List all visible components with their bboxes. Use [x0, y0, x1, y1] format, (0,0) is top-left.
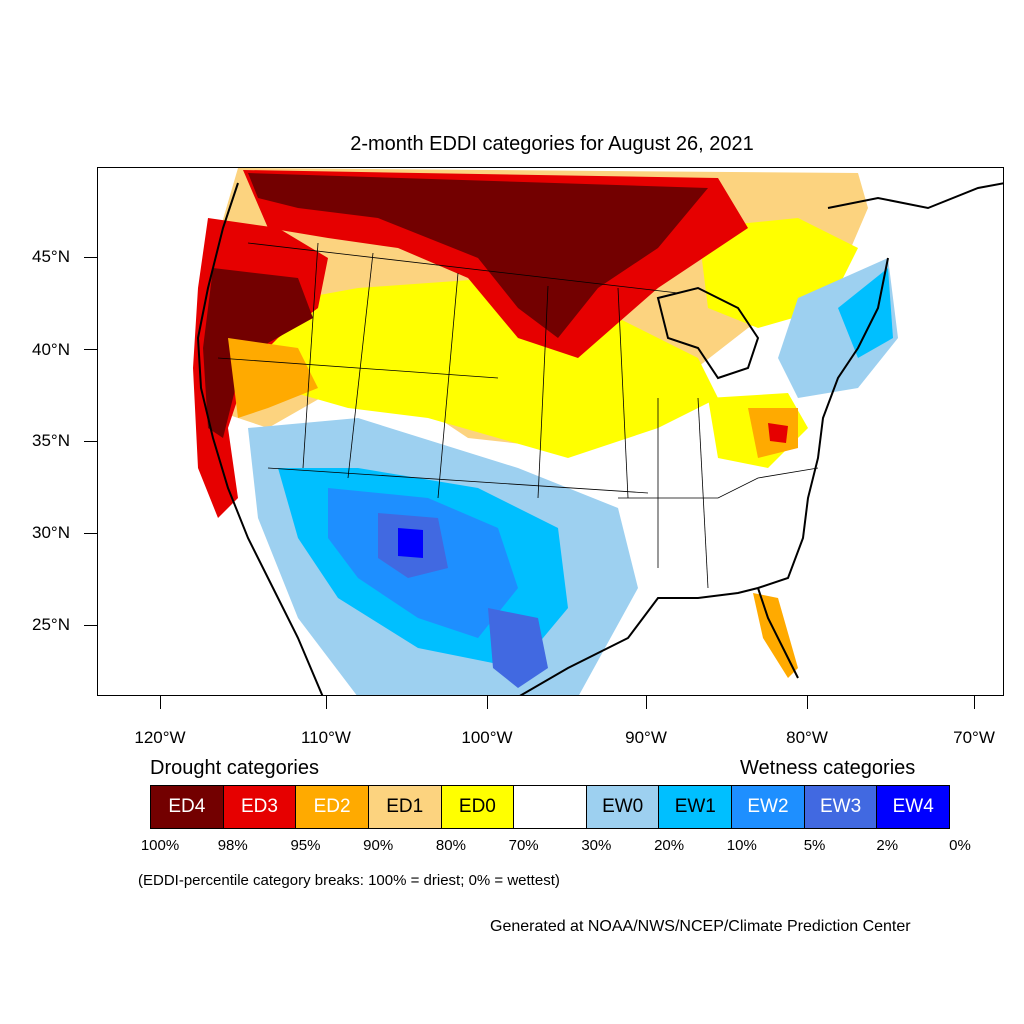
percent-break-label: 90%: [363, 837, 394, 854]
lat-tick: [84, 625, 97, 626]
lon-tick: [487, 696, 488, 709]
lat-label-30: 30°N: [32, 523, 70, 542]
percent-break-label: 0%: [949, 837, 971, 854]
legend-box-ed3: ED3: [223, 786, 297, 828]
region-ed3-appalachia: [768, 423, 788, 443]
percent-break-label: 98%: [217, 837, 248, 854]
legend-box-ew1: EW1: [659, 786, 733, 828]
legend-box-ed1: ED1: [368, 786, 442, 828]
percent-break-label: 80%: [435, 837, 466, 854]
lon-label-70: 70°W: [953, 728, 995, 747]
lon-tick: [974, 696, 975, 709]
lon-label-120: 120°W: [134, 728, 186, 747]
percent-break-label: 20%: [654, 837, 685, 854]
category-breaks-note: (EDDI-percentile category breaks: 100% =…: [138, 872, 560, 889]
legend-box-ew4: EW4: [877, 786, 950, 828]
lon-label-90: 90°W: [625, 728, 667, 747]
legend-box-ew0: EW0: [586, 786, 660, 828]
map-title: 2-month EDDI categories for August 26, 2…: [350, 133, 754, 155]
percent-break-label: 95%: [290, 837, 321, 854]
region-ew1-northeast: [838, 268, 893, 358]
map-frame: [97, 167, 1004, 696]
legend-box-ed2: ED2: [296, 786, 369, 828]
region-ew3-texas: [488, 608, 548, 688]
percent-break-label: 100%: [140, 837, 180, 854]
lon-tick: [646, 696, 647, 709]
state-boundaries: [217, 242, 819, 589]
lat-label-40: 40°N: [32, 340, 70, 359]
wetness-categories-heading: Wetness categories: [740, 757, 916, 779]
legend-box-ew3: EW3: [804, 786, 878, 828]
legend-box-ed4: ED4: [151, 786, 224, 828]
percent-break-label: 5%: [803, 837, 826, 854]
lon-tick: [326, 696, 327, 709]
legend-box-neutral: [514, 786, 587, 828]
lat-label-35: 35°N: [32, 431, 70, 450]
lat-label-45: 45°N: [32, 247, 70, 266]
lon-tick: [160, 696, 161, 709]
lon-label-100: 100°W: [461, 728, 513, 747]
region-ed2-west: [228, 338, 318, 418]
coastlines: [196, 182, 1003, 695]
percent-break-label: 30%: [581, 837, 612, 854]
percent-break-label: 70%: [508, 837, 539, 854]
lon-label-110: 110°W: [301, 728, 351, 747]
drought-categories-heading: Drought categories: [150, 757, 319, 779]
lat-tick: [84, 533, 97, 534]
lat-label-25: 25°N: [32, 615, 70, 634]
legend-color-bar: ED4 ED3 ED2 ED1 ED0 EW0 EW1 EW2 EW3 EW4: [150, 785, 950, 829]
region-ew4-southwest: [398, 528, 423, 558]
percent-break-label: 2%: [876, 837, 899, 854]
credit-line: Generated at NOAA/NWS/NCEP/Climate Predi…: [490, 918, 911, 935]
lat-tick: [84, 441, 97, 442]
lat-tick: [84, 257, 97, 258]
lon-tick: [807, 696, 808, 709]
category-regions: [193, 168, 898, 695]
region-ed4-north: [248, 173, 708, 338]
legend-box-ed0: ED0: [441, 786, 515, 828]
eddi-map: [193, 168, 1003, 695]
percent-break-label: 10%: [726, 837, 757, 854]
lat-tick: [84, 349, 97, 350]
legend-box-ew2: EW2: [732, 786, 805, 828]
lon-label-80: 80°W: [786, 728, 828, 747]
